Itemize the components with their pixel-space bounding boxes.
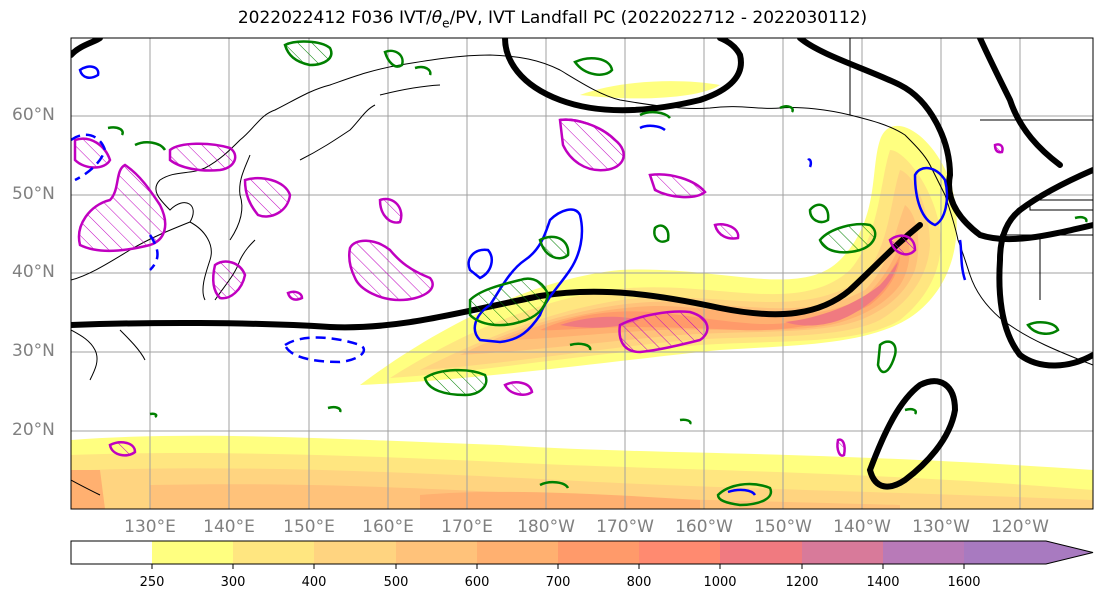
lon-label-170w: 170°W: [596, 517, 654, 537]
ivt-patch-arctic: [580, 81, 720, 99]
lon-label-140w: 140°W: [833, 517, 891, 537]
lon-label-140e: 140°E: [203, 517, 255, 537]
lon-label-160w: 160°W: [675, 517, 733, 537]
lon-label-130e: 130°E: [124, 517, 176, 537]
map-frame: [70, 37, 1094, 510]
lon-label-150w: 150°W: [754, 517, 812, 537]
chart-title: 2022022412 F036 IVT/θe/PV, IVT Landfall …: [237, 8, 868, 31]
lon-label-150e: 150°E: [283, 517, 335, 537]
lon-label-170e: 170°E: [441, 517, 493, 537]
colorbar-tick-1400: 1400: [866, 575, 900, 590]
lat-label-20n: 20°N: [12, 420, 55, 440]
ivt-shading-tropical: [71, 435, 1093, 509]
coastlines: [71, 38, 1093, 496]
lon-label-180w: 180°W: [517, 517, 575, 537]
lat-label-50n: 50°N: [12, 184, 55, 204]
lat-label-60n: 60°N: [12, 105, 55, 125]
colorbar-tick-300: 300: [220, 575, 246, 590]
colorbar-tick-500: 500: [383, 575, 409, 590]
pv-contours-outline: [559, 118, 616, 141]
lat-label-40n: 40°N: [12, 262, 55, 282]
lon-label-130w: 130°W: [912, 517, 970, 537]
colorbar-tick-400: 400: [301, 575, 327, 590]
ivt-contours-black: [71, 38, 1093, 490]
colorbar-tick-700: 700: [545, 575, 571, 590]
colorbar-tick-1200: 1200: [785, 575, 819, 590]
colorbar-tick-600: 600: [464, 575, 490, 590]
theta-e-contours: [107, 40, 1088, 507]
lon-label-120w: 120°W: [991, 517, 1049, 537]
lat-label-30n: 30°N: [12, 341, 55, 361]
colorbar-tick-1600: 1600: [947, 575, 981, 590]
colorbar-tick-800: 800: [626, 575, 652, 590]
colorbar: [70, 540, 1094, 569]
lon-label-160e: 160°E: [362, 517, 414, 537]
colorbar-tick-1000: 1000: [703, 575, 737, 590]
colorbar-tick-250: 250: [139, 575, 165, 590]
